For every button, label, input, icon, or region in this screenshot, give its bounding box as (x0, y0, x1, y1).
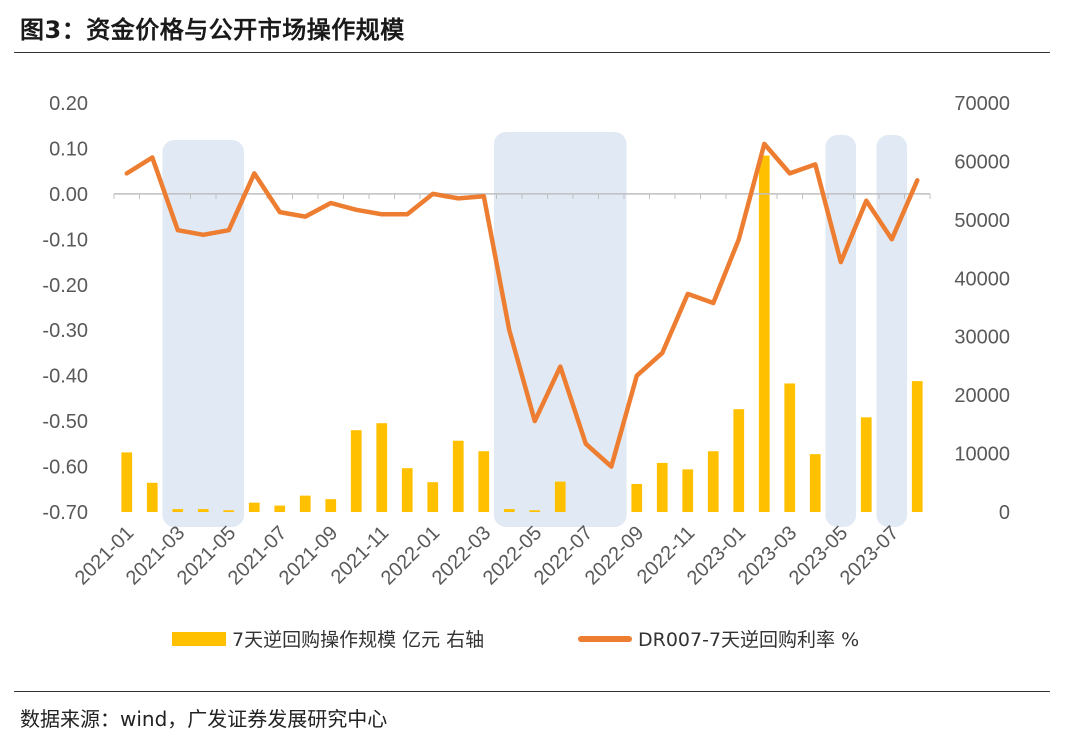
bar-2021-01 (121, 452, 133, 512)
left-axis-tick-label: -0.40 (42, 366, 88, 388)
source-rule (14, 691, 1050, 692)
bar-2022-09 (631, 483, 643, 512)
chart-area: -0.70 -0.60 -0.50 -0.40 -0.30 -0.20 -0.10 0.00 0… (42, 93, 1010, 589)
right-axis-tick-label: 10000 (954, 444, 1010, 466)
bar-2021-11 (376, 423, 388, 512)
bar-2021-03 (172, 509, 184, 512)
left-axis-tick-label: -0.70 (42, 502, 88, 524)
bar-2021-02 (146, 482, 158, 512)
bar-2023-01 (733, 409, 745, 512)
x-axis-labels: 2021-012021-032021-052021-072021-092021-… (71, 522, 903, 589)
right-axis-tick-label: 40000 (954, 268, 1010, 290)
left-axis-tick-label: -0.50 (42, 411, 88, 433)
right-axis-tick-label: 0 (999, 502, 1010, 524)
right-axis-tick-label: 30000 (954, 327, 1010, 349)
legend: 7天逆回购操作规模 亿元 右轴 DR007-7天逆回购利率 % (0, 625, 1080, 661)
bar-2023-06 (860, 417, 872, 512)
bar-2023-08 (911, 381, 923, 512)
shaded-period (876, 135, 908, 527)
right-axis-tick-label: 20000 (954, 385, 1010, 407)
legend-item-bars: 7天逆回购操作规模 亿元 右轴 (172, 625, 484, 652)
bar-2022-05 (529, 510, 541, 512)
legend-bar-label: 7天逆回购操作规模 亿元 右轴 (232, 629, 485, 651)
bar-2022-10 (656, 462, 668, 512)
left-axis-tick-label: 0.10 (49, 138, 88, 160)
figure-title: 图3：资金价格与公开市场操作规模 (20, 16, 405, 44)
right-axis-tick-label: 60000 (954, 151, 1010, 173)
bar-2022-12 (707, 451, 719, 512)
left-axis-tick-label: 0.20 (49, 93, 88, 115)
left-axis-tick-label: -0.10 (42, 229, 88, 251)
line-series (124, 141, 920, 469)
shaded-periods (162, 132, 908, 527)
bar-2022-02 (452, 440, 464, 512)
legend-bar-swatch (172, 631, 226, 646)
legend-line-swatch (578, 635, 632, 642)
bar-2022-06 (554, 481, 566, 512)
legend-line-label: DR007-7天逆回购利率 % (638, 629, 860, 651)
source-note: 数据来源：wind，广发证券发展研究中心 (20, 707, 388, 731)
left-axis-tick-label: 0.00 (49, 184, 88, 206)
shaded-period (493, 132, 627, 527)
bar-2023-02 (758, 155, 770, 512)
bar-2021-10 (350, 430, 362, 512)
right-axis-tick-label: 70000 (954, 93, 1010, 115)
bar-2021-04 (197, 509, 209, 512)
left-axis-tick-label: -0.20 (42, 275, 88, 297)
bar-2022-03 (478, 451, 490, 512)
dr007-spread-line (124, 141, 920, 469)
bar-2021-07 (274, 505, 286, 512)
bar-2021-08 (299, 495, 311, 512)
bar-series (121, 155, 923, 512)
left-axis-tick-label: -0.60 (42, 457, 88, 479)
bar-2022-11 (682, 469, 694, 512)
bar-2021-05 (223, 510, 235, 512)
bar-2021-12 (401, 468, 413, 512)
left-axis-labels: -0.70 -0.60 -0.50 -0.40 -0.30 -0.20 -0.10 0.00 0… (42, 93, 88, 524)
legend-item-line: DR007-7天逆回购利率 % (578, 625, 859, 652)
shaded-period (162, 140, 245, 527)
right-axis-tick-label: 50000 (954, 210, 1010, 232)
bar-2023-04 (809, 454, 821, 512)
left-axis-tick-label: -0.30 (42, 320, 88, 342)
bar-2022-01 (427, 482, 439, 512)
right-axis-labels: 0 10000 20000 30000 40000 50000 60000 70000 (954, 93, 1010, 524)
bar-2021-06 (248, 502, 260, 512)
bar-2023-03 (784, 383, 796, 512)
bar-2021-09 (325, 499, 337, 512)
title-rule (14, 52, 1050, 53)
bar-2022-04 (503, 509, 515, 512)
